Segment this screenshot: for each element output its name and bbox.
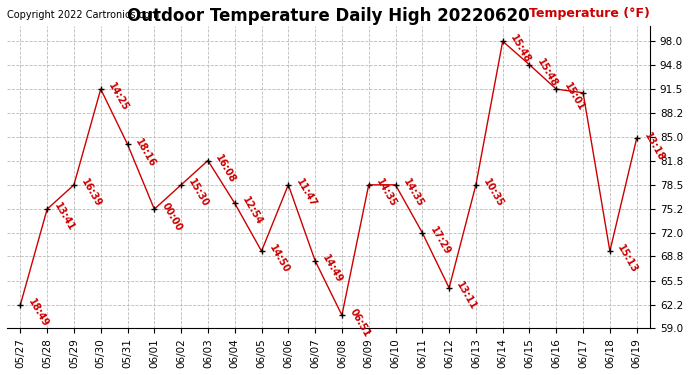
- Text: 14:49: 14:49: [321, 253, 345, 285]
- Text: 15:48: 15:48: [535, 57, 560, 89]
- Text: 16:39: 16:39: [79, 177, 104, 209]
- Text: 15:13: 15:13: [615, 243, 640, 275]
- Text: 17:29: 17:29: [428, 225, 452, 257]
- Text: 16:08: 16:08: [213, 153, 237, 185]
- Text: 00:00: 00:00: [160, 201, 184, 233]
- Text: 10:35: 10:35: [482, 177, 506, 209]
- Text: 18:49: 18:49: [26, 297, 50, 329]
- Text: 11:47: 11:47: [294, 177, 318, 209]
- Title: Outdoor Temperature Daily High 20220620: Outdoor Temperature Daily High 20220620: [127, 7, 530, 25]
- Text: 15:48: 15:48: [509, 33, 533, 65]
- Text: Temperature (°F): Temperature (°F): [529, 8, 650, 21]
- Text: 14:50: 14:50: [267, 243, 291, 275]
- Text: 15:30: 15:30: [187, 177, 211, 209]
- Text: 14:25: 14:25: [106, 81, 130, 113]
- Text: 13:18: 13:18: [642, 130, 667, 163]
- Text: 14:35: 14:35: [374, 177, 398, 209]
- Text: 14:35: 14:35: [401, 177, 425, 209]
- Text: 13:41: 13:41: [52, 201, 77, 233]
- Text: 15:01: 15:01: [562, 81, 586, 113]
- Text: Copyright 2022 Cartronics.com: Copyright 2022 Cartronics.com: [7, 10, 159, 21]
- Text: 06:51: 06:51: [348, 308, 372, 339]
- Text: 18:16: 18:16: [133, 136, 157, 168]
- Text: 12:54: 12:54: [240, 195, 264, 227]
- Text: 13:11: 13:11: [455, 280, 479, 312]
